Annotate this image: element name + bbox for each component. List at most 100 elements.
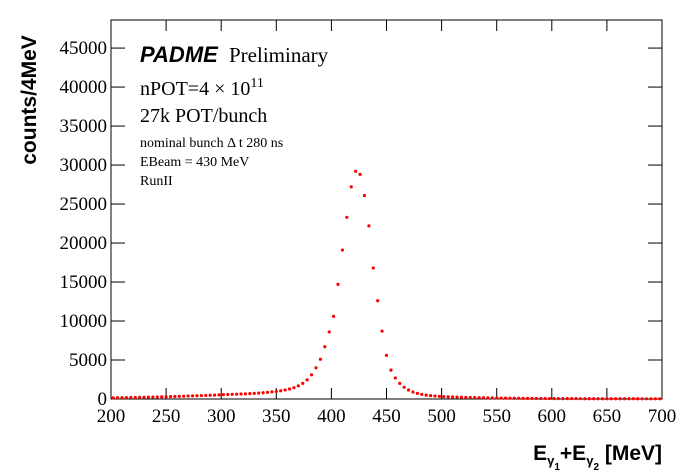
data-point	[574, 397, 578, 401]
x-axis-label: Eγ1+Eγ2 [MeV]	[533, 442, 662, 473]
x-tick-label: 250	[152, 406, 181, 427]
data-point	[503, 396, 508, 400]
data-point	[547, 396, 552, 401]
data-point	[124, 395, 129, 400]
data-point	[323, 345, 327, 349]
data-point	[609, 397, 613, 401]
data-point	[155, 395, 159, 399]
data-point	[190, 394, 195, 398]
y-axis-label: counts/4MeV	[18, 35, 41, 165]
data-point	[345, 215, 349, 219]
data-point	[477, 396, 481, 400]
data-point	[592, 397, 596, 401]
data-point	[583, 397, 587, 401]
data-point	[644, 397, 649, 401]
data-point	[173, 394, 177, 399]
data-point	[600, 397, 605, 401]
data-point	[486, 396, 490, 400]
data-point	[133, 395, 137, 400]
data-point	[499, 396, 503, 400]
data-point	[468, 395, 472, 400]
data-point	[261, 391, 265, 395]
data-point	[622, 397, 627, 401]
data-point	[521, 396, 525, 400]
y-tick-label: 30000	[60, 155, 108, 176]
data-point	[138, 395, 142, 399]
data-point	[508, 396, 512, 400]
data-point	[327, 330, 331, 334]
data-point	[230, 392, 234, 396]
data-point	[283, 388, 287, 392]
data-point	[384, 353, 389, 357]
data-point	[517, 396, 521, 400]
xl: 2	[593, 462, 599, 473]
data-point	[446, 395, 450, 399]
data-point	[212, 393, 217, 397]
data-point	[618, 397, 622, 401]
npot-text: nPOT=4 × 10	[140, 78, 250, 100]
data-point	[614, 397, 618, 401]
data-point	[235, 392, 239, 396]
data-point	[305, 378, 309, 382]
data-point	[287, 387, 292, 391]
data-point	[164, 395, 168, 399]
xl: γ	[547, 453, 555, 468]
data-point	[279, 389, 283, 393]
data-point	[314, 366, 318, 370]
y-tick-label: 10000	[60, 311, 108, 332]
data-point	[120, 396, 124, 400]
data-point	[354, 169, 358, 173]
data-point	[221, 393, 226, 397]
data-point	[177, 394, 181, 398]
data-point	[420, 392, 424, 396]
data-point	[168, 394, 173, 399]
x-tick-label: 400	[317, 406, 346, 427]
x-tick-label: 700	[648, 406, 677, 427]
data-point	[252, 391, 256, 395]
data-point	[455, 395, 459, 399]
data-point	[142, 395, 146, 399]
data-point	[539, 396, 543, 401]
data-point	[534, 396, 538, 401]
data-point	[649, 397, 653, 401]
data-point	[543, 396, 547, 401]
data-point	[459, 395, 464, 399]
data-point	[437, 394, 441, 398]
xl: 1	[554, 462, 560, 473]
data-point	[336, 282, 340, 286]
data-point	[367, 224, 371, 228]
data-point	[578, 397, 583, 401]
data-point	[380, 329, 384, 333]
data-point	[301, 381, 305, 386]
data-point	[481, 396, 486, 400]
data-point	[565, 397, 569, 401]
data-point	[442, 395, 446, 399]
data-point	[129, 395, 133, 400]
x-tick-label: 600	[538, 406, 567, 427]
data-point	[596, 397, 600, 401]
data-point	[433, 394, 437, 398]
data-point	[332, 314, 336, 318]
pot-bunch-label: 27k POT/bunch	[140, 105, 267, 127]
data-point	[146, 395, 151, 399]
data-point	[512, 396, 516, 400]
x-tick-label: 500	[427, 406, 456, 427]
data-point	[204, 393, 208, 398]
data-point	[371, 266, 375, 270]
data-point	[309, 373, 314, 377]
x-tick-label: 450	[372, 406, 401, 427]
data-point	[411, 390, 415, 394]
frame	[110, 19, 663, 400]
data-point	[151, 395, 155, 399]
data-point	[239, 392, 243, 396]
data-point	[627, 397, 631, 401]
data-point	[265, 390, 270, 394]
y-tick-label: 5000	[69, 350, 107, 371]
data-point	[116, 396, 120, 400]
data-point	[490, 396, 494, 400]
data-point	[296, 384, 300, 388]
npot-exp: 11	[250, 76, 263, 91]
data-point	[653, 397, 657, 401]
data-point	[393, 376, 397, 380]
